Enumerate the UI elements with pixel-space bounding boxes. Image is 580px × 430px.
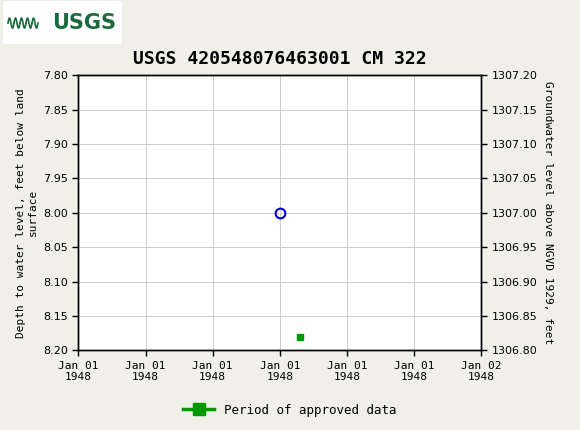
Title: USGS 420548076463001 CM 322: USGS 420548076463001 CM 322 — [133, 50, 427, 68]
Y-axis label: Groundwater level above NGVD 1929, feet: Groundwater level above NGVD 1929, feet — [543, 81, 553, 344]
FancyBboxPatch shape — [3, 1, 122, 44]
Text: USGS: USGS — [52, 13, 116, 33]
Legend: Period of approved data: Period of approved data — [178, 399, 402, 421]
Y-axis label: Depth to water level, feet below land
surface: Depth to water level, feet below land su… — [16, 88, 38, 338]
